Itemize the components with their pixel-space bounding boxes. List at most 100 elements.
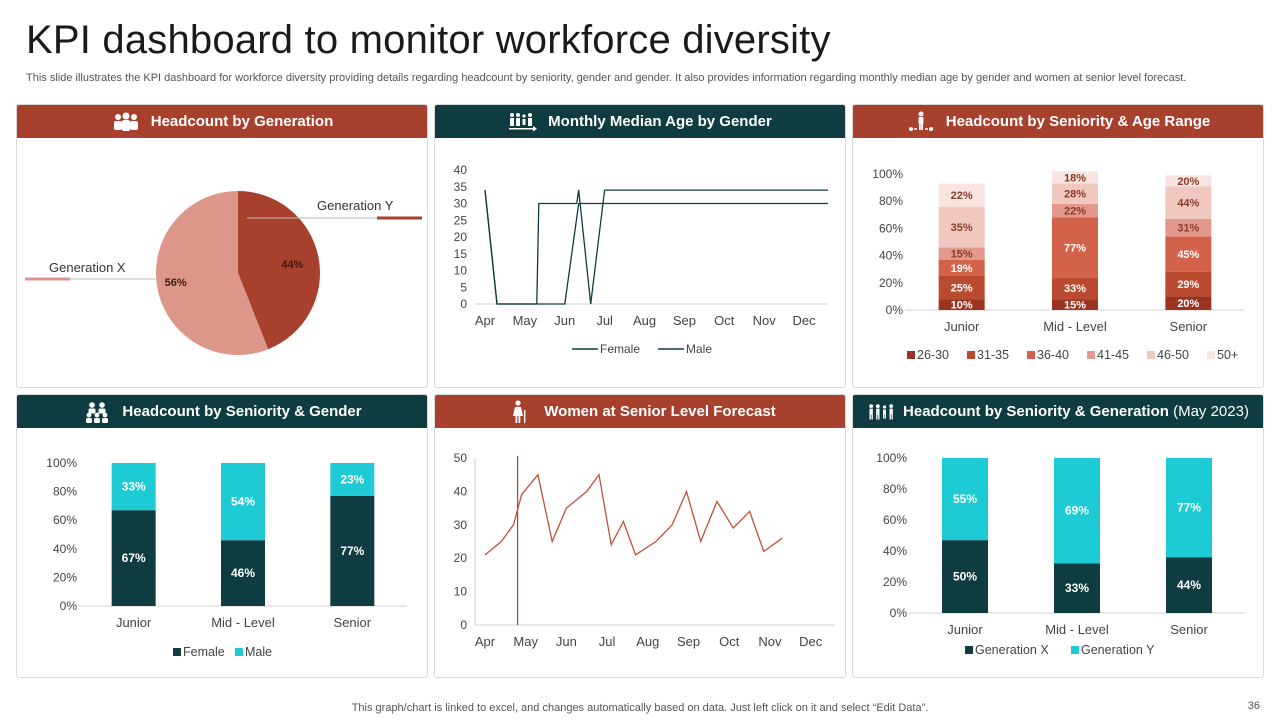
- bar-segment[interactable]: [330, 463, 375, 496]
- team-icon: [82, 401, 112, 423]
- bar-segment[interactable]: [1052, 217, 1098, 278]
- x-tick-label: Oct: [719, 634, 740, 649]
- stacked-bar-chart[interactable]: 0% 20% 40% 60% 80% 100% 50% 55% Junior 33% 69% Mid …: [853, 428, 1264, 678]
- bar-segment[interactable]: [1054, 458, 1100, 564]
- data-label: 77%: [340, 544, 364, 558]
- data-label: 44%: [281, 259, 303, 271]
- y-tick-label: 0: [460, 618, 467, 632]
- legend-label: Generation Y: [1081, 643, 1155, 657]
- bar-segment[interactable]: [1165, 236, 1212, 272]
- panel-title: Monthly Median Age by Gender: [548, 113, 772, 130]
- y-tick-label: 20: [454, 230, 468, 244]
- data-label: 23%: [340, 472, 364, 486]
- panel-monthly-median-age[interactable]: Monthly Median Age by Gender 0 5 10 15 20 25 3…: [434, 104, 846, 388]
- panel-title: Women at Senior Level Forecast: [544, 403, 776, 420]
- bar-segment[interactable]: [938, 259, 985, 276]
- bar-segment[interactable]: [1165, 186, 1212, 219]
- data-label: 18%: [1064, 172, 1086, 184]
- x-tick-label: Senior: [1170, 319, 1208, 334]
- pie-slice[interactable]: [238, 191, 320, 350]
- bar-segment[interactable]: [111, 510, 156, 606]
- pie-chart[interactable]: 44% 56% Generation Y Generation X: [17, 138, 428, 388]
- x-tick-label: Jul: [599, 634, 616, 649]
- panel-seniority-generation[interactable]: Headcount by Seniority & Generation (May…: [852, 394, 1264, 678]
- y-tick-label: 20%: [883, 575, 907, 589]
- y-tick-label: 80%: [879, 194, 903, 208]
- panel-title: Headcount by Seniority & Generation (May…: [903, 403, 1249, 420]
- data-label: 44%: [1177, 198, 1199, 210]
- panel-seniority-age-range[interactable]: Headcount by Seniority & Age Range 0% 20%…: [852, 104, 1264, 388]
- bar-segment[interactable]: [938, 276, 985, 300]
- pie-slice[interactable]: [155, 191, 269, 355]
- legend-key: [1071, 646, 1079, 654]
- y-tick-label: 100%: [876, 451, 907, 465]
- bar-segment[interactable]: [330, 495, 375, 606]
- bar-segment[interactable]: [1165, 296, 1212, 310]
- bar-segment[interactable]: [1052, 171, 1098, 184]
- data-label: 29%: [1177, 279, 1199, 291]
- y-tick-label: 0%: [886, 303, 904, 317]
- panel-seniority-gender[interactable]: Headcount by Seniority & Gender 0% 20% 40%…: [16, 394, 428, 678]
- x-tick-label: Junior: [947, 622, 983, 637]
- bar-segment[interactable]: [221, 463, 265, 541]
- line-chart[interactable]: 0 5 10 15 20 25 30 35 40 Apr May Jun Jul Aug Sep Oct Nov…: [435, 138, 846, 388]
- bar-segment[interactable]: [1054, 563, 1100, 613]
- y-tick-label: 60%: [53, 513, 77, 527]
- series-line[interactable]: [484, 189, 828, 305]
- y-tick-label: 80%: [53, 485, 77, 499]
- legend-label: 50+: [1217, 348, 1238, 362]
- x-tick-label: Aug: [636, 634, 659, 649]
- y-tick-label: 40%: [883, 544, 907, 558]
- panel-header: Headcount by Generation: [17, 105, 427, 138]
- footer-note: This graph/chart is linked to excel, and…: [351, 702, 929, 714]
- bar-segment[interactable]: [1165, 271, 1212, 297]
- bar-segment[interactable]: [938, 247, 985, 260]
- legend-key: [967, 351, 975, 359]
- stacked-bar-chart[interactable]: 0% 20% 40% 60% 80% 100% 10% 25% 19% 15% 35% 22% Juni…: [853, 138, 1264, 388]
- x-tick-label: Jun: [554, 313, 575, 328]
- panel-title-suffix: (May 2023): [1173, 403, 1249, 420]
- legend-label: Female: [600, 342, 640, 356]
- series-line[interactable]: [484, 473, 783, 556]
- bar-segment[interactable]: [1165, 218, 1212, 237]
- y-tick-label: 0: [460, 297, 467, 311]
- data-label: 50%: [953, 570, 977, 584]
- bar-segment[interactable]: [221, 540, 265, 606]
- bar-segment[interactable]: [942, 540, 988, 613]
- y-tick-label: 0%: [890, 606, 908, 620]
- data-label: 33%: [122, 480, 146, 494]
- bar-segment[interactable]: [938, 206, 985, 248]
- bar-segment[interactable]: [1052, 299, 1098, 310]
- data-label: 33%: [1064, 283, 1086, 295]
- bar-segment[interactable]: [1052, 277, 1098, 300]
- bar-segment[interactable]: [1166, 458, 1212, 558]
- panel-headcount-by-generation[interactable]: Headcount by Generation 44% 56% Generation…: [16, 104, 428, 388]
- bar-segment[interactable]: [111, 463, 156, 511]
- data-label: 10%: [951, 300, 973, 312]
- panel-header: Headcount by Seniority & Gender: [17, 395, 427, 428]
- stacked-bar-chart[interactable]: 0% 20% 40% 60% 80% 100% 67% 33% Junior 46% 54% Mid …: [17, 428, 428, 678]
- bar-segment[interactable]: [1052, 183, 1098, 204]
- bar-segment[interactable]: [942, 458, 988, 541]
- bar-segment[interactable]: [1165, 175, 1212, 187]
- x-tick-label: Senior: [1170, 622, 1208, 637]
- line-chart[interactable]: 0 10 20 30 40 50 Apr May Jun Jul Aug Sep Oct Nov Dec: [435, 428, 846, 678]
- y-tick-label: 80%: [883, 482, 907, 496]
- legend-key: [965, 646, 973, 654]
- y-tick-label: 25: [454, 213, 468, 227]
- bar-segment[interactable]: [1052, 203, 1098, 218]
- data-label: 33%: [1065, 581, 1089, 595]
- y-tick-label: 40: [454, 484, 468, 498]
- series-line[interactable]: [484, 190, 828, 305]
- data-label: 20%: [1177, 176, 1199, 188]
- panel-title: Headcount by Seniority & Gender: [122, 403, 362, 420]
- y-tick-label: 60%: [879, 221, 903, 235]
- data-label: 44%: [1177, 578, 1201, 592]
- bar-segment[interactable]: [938, 299, 985, 310]
- panel-women-senior-forecast[interactable]: Women at Senior Level Forecast 0 10 20 30 40…: [434, 394, 846, 678]
- bar-segment[interactable]: [938, 183, 985, 207]
- bar-segment[interactable]: [1166, 557, 1212, 613]
- x-tick-label: Apr: [475, 634, 496, 649]
- x-tick-label: Sep: [677, 634, 700, 649]
- x-tick-label: Mid - Level: [211, 615, 275, 630]
